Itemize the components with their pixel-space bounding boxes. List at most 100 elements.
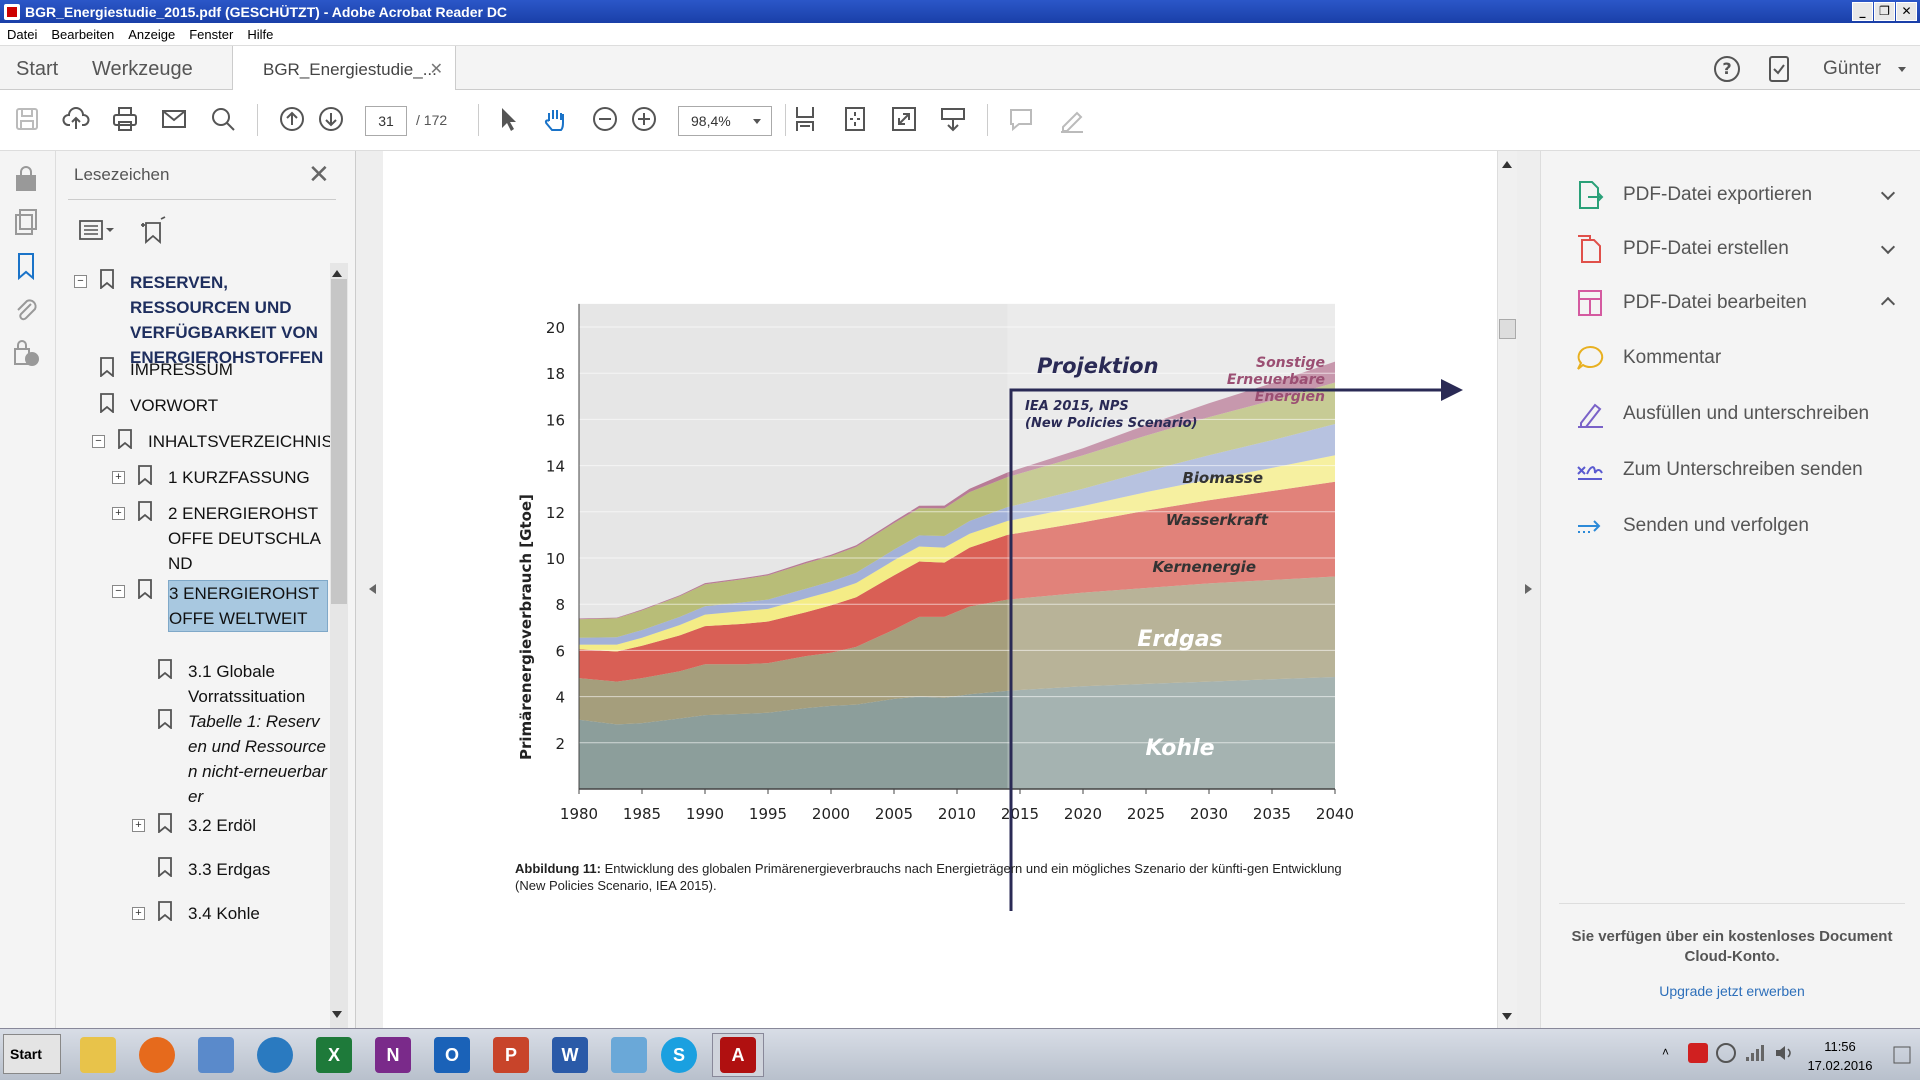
zoom-in-icon[interactable] bbox=[629, 104, 659, 134]
bookmark-scroll-thumb[interactable] bbox=[331, 279, 347, 604]
tray-volume-icon[interactable] bbox=[1774, 1043, 1794, 1063]
menu-datei[interactable]: Datei bbox=[7, 26, 38, 42]
next-page-icon[interactable] bbox=[316, 104, 346, 134]
bookmark-item-tabelle1[interactable]: Tabelle 1: Reserven und Ressourcen nicht… bbox=[188, 712, 327, 806]
taskbar-search[interactable] bbox=[190, 1033, 242, 1077]
fit-page-icon[interactable] bbox=[840, 104, 870, 134]
scroll-up-arrow-icon[interactable] bbox=[332, 265, 342, 277]
taskbar-powerpoint[interactable]: P bbox=[485, 1033, 537, 1077]
create-chevron-icon[interactable] bbox=[1880, 239, 1896, 255]
tool-edit-pdf[interactable]: PDF-Datei bearbeiten bbox=[1575, 288, 1807, 318]
start-button[interactable]: Start bbox=[3, 1034, 61, 1074]
tray-network-icon[interactable] bbox=[1716, 1043, 1736, 1063]
expand-toggle[interactable]: + bbox=[132, 819, 145, 832]
tray-signal-icon[interactable] bbox=[1744, 1043, 1764, 1063]
expand-toggle[interactable]: + bbox=[112, 507, 125, 520]
bookmark-options-icon[interactable] bbox=[78, 217, 116, 243]
document-scrollbar[interactable] bbox=[1497, 151, 1517, 1028]
user-menu[interactable]: Günter bbox=[1823, 58, 1882, 79]
tool-comment[interactable]: Kommentar bbox=[1575, 343, 1721, 373]
taskbar-excel[interactable]: X bbox=[308, 1033, 360, 1077]
collapse-left-panel[interactable] bbox=[356, 151, 383, 1028]
restore-button[interactable]: ❐ bbox=[1874, 2, 1895, 21]
read-mode-icon[interactable] bbox=[938, 104, 968, 134]
close-panel-icon[interactable]: ✕ bbox=[308, 159, 330, 189]
taskbar-people[interactable] bbox=[603, 1033, 655, 1077]
doc-scroll-down-icon[interactable] bbox=[1502, 1013, 1512, 1025]
tool-send-track[interactable]: Senden und verfolgen bbox=[1575, 511, 1809, 541]
bookmark-item-weltweit[interactable]: 3 ENERGIEROHSTOFFE WELTWEIT bbox=[168, 580, 328, 632]
comment-icon[interactable] bbox=[1006, 104, 1036, 134]
fit-width-icon[interactable] bbox=[790, 104, 820, 134]
expand-right-panel[interactable] bbox=[1517, 151, 1540, 1028]
select-arrow-icon[interactable] bbox=[493, 104, 523, 134]
hand-tool-icon[interactable] bbox=[540, 104, 570, 134]
page-thumbnails-icon[interactable] bbox=[11, 207, 41, 237]
tool-send-sign[interactable]: Zum Unterschreiben senden bbox=[1575, 455, 1863, 485]
page-number-input[interactable]: 31 bbox=[365, 106, 407, 136]
search-icon[interactable] bbox=[208, 104, 238, 134]
taskbar-explorer[interactable] bbox=[72, 1033, 124, 1077]
tray-antivirus-icon[interactable] bbox=[1688, 1043, 1708, 1063]
bookmark-item-kohle[interactable]: 3.4 Kohle bbox=[188, 904, 260, 923]
taskbar-outlook[interactable]: O bbox=[426, 1033, 478, 1077]
bookmark-item-inhalt[interactable]: INHALTSVERZEICHNIS bbox=[148, 432, 330, 451]
edit-chevron-icon[interactable] bbox=[1880, 296, 1896, 312]
tab-werkzeuge[interactable]: Werkzeuge bbox=[92, 58, 193, 80]
collapse-toggle[interactable]: − bbox=[74, 275, 87, 288]
tab-start[interactable]: Start bbox=[16, 58, 59, 80]
email-icon[interactable] bbox=[159, 104, 189, 134]
help-icon[interactable]: ? bbox=[1714, 56, 1740, 82]
taskbar-onenote[interactable]: N bbox=[367, 1033, 419, 1077]
lock-icon[interactable] bbox=[11, 163, 41, 193]
minimize-button[interactable]: _ bbox=[1852, 2, 1873, 21]
print-icon[interactable] bbox=[110, 104, 140, 134]
new-bookmark-icon[interactable] bbox=[138, 215, 168, 245]
taskbar-acrobat[interactable]: A bbox=[712, 1033, 764, 1077]
doc-scroll-up-icon[interactable] bbox=[1502, 156, 1512, 168]
taskbar-word[interactable]: W bbox=[544, 1033, 596, 1077]
bookmark-item-vorrat[interactable]: 3.1 Globale Vorratssituation bbox=[188, 662, 306, 706]
attachment-icon[interactable] bbox=[11, 295, 41, 325]
document-scroll-thumb[interactable] bbox=[1499, 319, 1516, 339]
collapse-toggle[interactable]: − bbox=[92, 435, 105, 448]
security-info-icon[interactable] bbox=[11, 339, 41, 369]
taskbar-firefox[interactable] bbox=[131, 1033, 183, 1077]
close-tab-icon[interactable]: ✕ bbox=[429, 61, 443, 78]
notification-flag-icon[interactable] bbox=[1892, 1045, 1912, 1065]
zoom-select[interactable]: 98,4% bbox=[678, 106, 772, 136]
menu-bearbeiten[interactable]: Bearbeiten bbox=[51, 26, 115, 42]
export-chevron-icon[interactable] bbox=[1880, 185, 1896, 201]
collapse-toggle[interactable]: − bbox=[112, 585, 125, 598]
tab-document[interactable]: BGR_Energiestudie_... ✕ bbox=[232, 46, 456, 91]
bookmark-item-erdoel[interactable]: 3.2 Erdöl bbox=[188, 816, 257, 835]
scroll-down-arrow-icon[interactable] bbox=[332, 1011, 342, 1023]
expand-toggle[interactable]: + bbox=[132, 907, 145, 920]
taskbar-skype[interactable]: S bbox=[653, 1033, 705, 1077]
tool-export-pdf[interactable]: PDF-Datei exportieren bbox=[1575, 180, 1822, 210]
close-window-button[interactable]: ✕ bbox=[1896, 2, 1917, 21]
previous-page-icon[interactable] bbox=[277, 104, 307, 134]
upload-cloud-icon[interactable] bbox=[61, 104, 91, 134]
menu-fenster[interactable]: Fenster bbox=[189, 26, 234, 42]
bookmark-item-vorwort[interactable]: VORWORT bbox=[130, 396, 219, 415]
save-icon[interactable] bbox=[12, 104, 42, 134]
zoom-out-icon[interactable] bbox=[590, 104, 620, 134]
bookmark-item-impressum[interactable]: IMPRESSUM bbox=[130, 360, 233, 379]
clock[interactable]: 11:56 17.02.2016 bbox=[1798, 1037, 1882, 1075]
menu-hilfe[interactable]: Hilfe bbox=[247, 26, 274, 42]
tool-fill-sign[interactable]: Ausfüllen und unterschreiben bbox=[1575, 399, 1869, 429]
upgrade-link[interactable]: Upgrade jetzt erwerben bbox=[1659, 983, 1805, 999]
mobile-link-icon[interactable] bbox=[1768, 55, 1790, 83]
bookmark-item-kurzfassung[interactable]: 1 KURZFASSUNG bbox=[168, 468, 310, 487]
taskbar-globe[interactable] bbox=[249, 1033, 301, 1077]
tray-expand-icon[interactable]: ˄ bbox=[1662, 1045, 1670, 1059]
document-view[interactable]: 2 4 6 8 10 12 14 16 18 20 1980 1985 1990 1995 2000 2005… bbox=[383, 151, 1497, 1028]
bookmark-item-erdgas[interactable]: 3.3 Erdgas bbox=[188, 860, 271, 879]
menu-anzeige[interactable]: Anzeige bbox=[128, 26, 176, 42]
bookmark-item-reserven[interactable]: RESERVEN, RESSOURCEN UND VERFÜGBARKEIT V… bbox=[130, 273, 324, 367]
tool-create-pdf[interactable]: PDF-Datei erstellen bbox=[1575, 234, 1789, 264]
bookmark-item-deutschland[interactable]: 2 ENERGIEROHSTOFFE DEUTSCHLAND bbox=[168, 504, 322, 573]
expand-toggle[interactable]: + bbox=[112, 471, 125, 484]
bookmark-panel-icon[interactable] bbox=[11, 251, 41, 281]
